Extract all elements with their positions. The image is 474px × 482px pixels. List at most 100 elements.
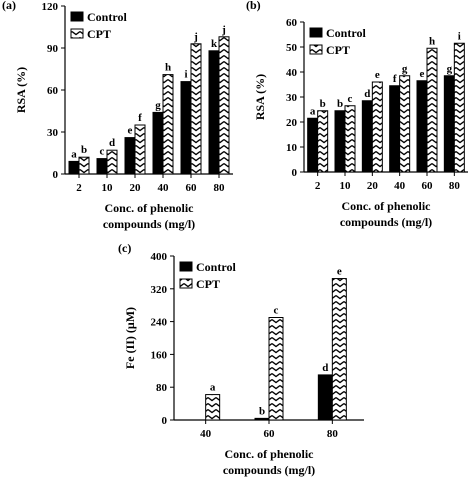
x-tick-label: 80 — [449, 180, 461, 192]
x-tick-label: 2 — [315, 180, 321, 192]
significance-letter: b — [320, 98, 326, 110]
legend-label-control: Control — [196, 260, 236, 274]
legend-label-cpt: CPT — [326, 43, 350, 57]
legend-swatch-control — [179, 261, 193, 272]
bar-cpt-40 — [162, 74, 174, 175]
y-axis-label: Fe (II) (μM) — [123, 307, 137, 369]
significance-letter: g — [402, 63, 408, 75]
legend-swatch-cpt — [179, 278, 193, 289]
significance-letter: a — [310, 105, 316, 117]
bar-cpt-80 — [218, 36, 230, 175]
bar-control-80 — [208, 50, 220, 175]
y-tick-label: 120 — [42, 1, 59, 13]
x-tick-label: 20 — [130, 182, 142, 194]
significance-letter: k — [211, 38, 218, 50]
significance-letter: e — [128, 125, 133, 137]
significance-letter: j — [193, 31, 198, 43]
x-tick-label: 40 — [200, 428, 212, 440]
significance-letter: a — [71, 148, 77, 160]
bar-cpt-60 — [268, 317, 284, 421]
bar-control-2 — [68, 160, 80, 175]
significance-letter: d — [322, 362, 328, 374]
significance-letter: e — [375, 69, 380, 81]
bar-cpt-20 — [371, 81, 383, 173]
bar-control-60 — [254, 417, 270, 421]
legend-swatch-cpt — [309, 44, 323, 55]
y-tick-label: 30 — [286, 92, 298, 104]
bar-cpt-40 — [205, 394, 221, 421]
significance-letter: f — [138, 112, 142, 124]
significance-letter: e — [337, 266, 342, 278]
significance-letter: e — [420, 68, 425, 80]
x-axis-label: compounds (mg/l) — [223, 463, 315, 477]
significance-letter: a — [210, 382, 216, 394]
chart-panel-c: (c) 0 80 160 240 320 400 Fe (II) (μM) 40 a 60 b c 80 d… — [118, 241, 364, 477]
bar-control-2 — [307, 117, 319, 173]
x-axis-label: Conc. of phenolic — [104, 201, 194, 215]
significance-letter: g — [447, 63, 453, 75]
significance-letter: b — [81, 144, 87, 156]
bar-control-80 — [443, 75, 455, 173]
panel-label: (a) — [2, 0, 16, 12]
significance-letter: i — [458, 30, 461, 42]
y-tick-label: 40 — [286, 67, 298, 79]
bar-cpt-60 — [190, 43, 202, 175]
bar-control-10 — [334, 110, 346, 173]
significance-letter: b — [337, 98, 343, 110]
y-tick-label: 50 — [286, 42, 298, 54]
bar-cpt-80 — [453, 42, 465, 173]
y-tick-label: 20 — [286, 117, 298, 129]
y-axis-label: RSA (%) — [253, 74, 267, 120]
chart-panel-a: (a) 0 30 60 90 120 RSA (%) 2 a b 10 cd 20 ef 40 g h 60 i j 8… — [2, 0, 233, 231]
x-axis-label: compounds (mg/l) — [340, 215, 432, 229]
y-tick-label: 10 — [286, 142, 298, 154]
y-tick-label: 240 — [151, 317, 168, 329]
significance-letter: j — [221, 24, 226, 36]
bar-control-20 — [361, 100, 373, 173]
x-tick-label: 10 — [102, 182, 114, 194]
x-tick-label: 60 — [264, 428, 276, 440]
significance-letter: c — [274, 305, 279, 317]
y-tick-label: 0 — [292, 167, 298, 179]
significance-letter: f — [393, 73, 397, 85]
bar-control-10 — [96, 158, 108, 175]
y-tick-label: 80 — [156, 382, 168, 394]
x-axis-label: compounds (mg/l) — [103, 217, 195, 231]
significance-letter: c — [348, 93, 353, 105]
bar-cpt-20 — [134, 124, 146, 175]
x-axis-label: Conc. of phenolic — [341, 199, 431, 213]
y-tick-label: 30 — [47, 127, 59, 139]
legend-label-control: Control — [87, 10, 127, 24]
y-tick-label: 60 — [47, 85, 59, 97]
bar-cpt-40 — [399, 75, 411, 173]
x-tick-label: 2 — [76, 182, 82, 194]
bar-control-80 — [317, 374, 333, 421]
legend-label-cpt: CPT — [196, 277, 220, 291]
x-tick-label: 60 — [186, 182, 198, 194]
x-tick-label: 60 — [422, 180, 434, 192]
bar-control-60 — [416, 80, 428, 173]
bar-cpt-60 — [426, 47, 438, 173]
bar-cpt-2 — [78, 156, 90, 175]
y-tick-label: 160 — [151, 349, 168, 361]
significance-letter: d — [109, 137, 115, 149]
legend-swatch-control — [70, 11, 84, 22]
legend-swatch-control — [309, 27, 323, 38]
legend-label-cpt: CPT — [87, 27, 111, 41]
y-axis-label: RSA (%) — [14, 67, 28, 113]
legend-label-control: Control — [326, 26, 366, 40]
y-tick-label: 90 — [47, 43, 59, 55]
x-tick-label: 10 — [340, 180, 352, 192]
x-tick-label: 80 — [327, 428, 339, 440]
bar-cpt-80 — [331, 278, 347, 421]
y-tick-label: 320 — [151, 284, 168, 296]
significance-letter: d — [364, 88, 370, 100]
y-tick-label: 400 — [151, 251, 168, 263]
panel-label: (b) — [246, 0, 261, 12]
x-axis-label: Conc. of phenolic — [224, 447, 314, 461]
y-tick-label: 0 — [162, 415, 168, 427]
significance-letter: h — [429, 35, 435, 47]
significance-letter: i — [184, 69, 187, 81]
